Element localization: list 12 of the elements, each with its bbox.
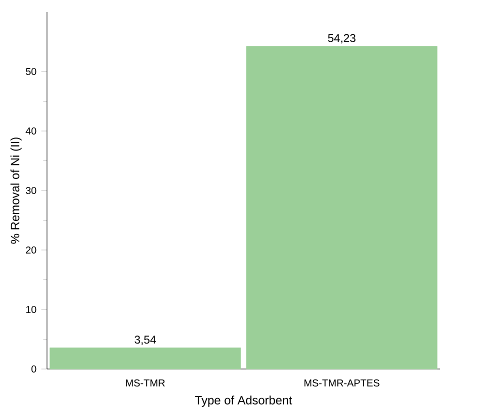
y-tick-label: 50 [26,68,36,76]
y-axis-title: % Removal of Ni (II) [10,138,22,244]
y-tick-label: 20 [26,246,36,254]
data-label: 3,54 [134,336,156,345]
y-tick-label: 0 [31,365,36,373]
x-tick-label: MS-TMR-APTES [304,379,380,386]
y-tick-label: 40 [26,127,36,135]
data-label: 54,23 [328,34,356,44]
y-tick-label: 30 [26,186,36,194]
x-tick-label: MS-TMR [126,379,165,386]
y-tick-label: 10 [26,306,36,314]
x-axis-title: Type of Adsorbent [195,396,292,407]
